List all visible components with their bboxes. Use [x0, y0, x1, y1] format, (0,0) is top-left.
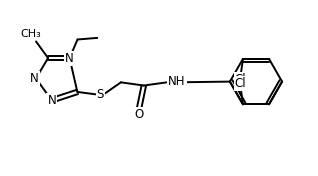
Text: NH: NH: [168, 75, 186, 88]
Text: N: N: [65, 52, 74, 65]
Text: O: O: [135, 108, 144, 121]
Text: CH₃: CH₃: [20, 29, 41, 39]
Text: Cl: Cl: [235, 77, 246, 90]
Text: Cl: Cl: [235, 73, 246, 86]
Text: N: N: [47, 94, 56, 107]
Text: N: N: [30, 72, 39, 85]
Text: S: S: [97, 88, 104, 101]
